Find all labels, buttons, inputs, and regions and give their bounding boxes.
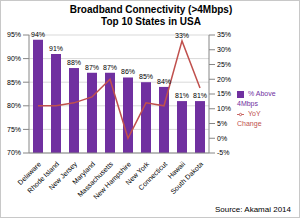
html-text:Top 10 States in USA: Top 10 States in USA: [101, 16, 201, 27]
svg-text:Massachusetts: Massachusetts: [76, 160, 115, 199]
svg-text:75%: 75%: [7, 126, 21, 133]
svg-text:85%: 85%: [139, 73, 153, 80]
svg-text:80%: 80%: [7, 102, 21, 109]
svg-text:New York: New York: [124, 160, 151, 187]
svg-text:95%: 95%: [7, 31, 21, 38]
svg-text:87%: 87%: [103, 64, 117, 71]
html-text:% Above 4Mbps: % Above 4Mbps: [237, 90, 276, 107]
svg-text:81%: 81%: [175, 92, 189, 99]
svg-text:85%: 85%: [7, 79, 21, 86]
svg-text:-5%: -5%: [217, 149, 229, 156]
svg-text:Hawaii: Hawaii: [166, 160, 187, 181]
svg-text:5%: 5%: [217, 120, 227, 127]
svg-text:25%: 25%: [217, 61, 231, 68]
svg-text:94%: 94%: [31, 31, 45, 38]
html-text:YoY Change: YoY Change: [237, 110, 262, 127]
html-text:Source: Akamai 2014: Source: Akamai 2014: [215, 205, 291, 214]
svg-text:Delaware: Delaware: [16, 160, 43, 187]
svg-text:88%: 88%: [67, 59, 81, 66]
svg-text:10%: 10%: [217, 105, 231, 112]
svg-text:South Dakota: South Dakota: [169, 160, 204, 195]
svg-text:81%: 81%: [193, 92, 207, 99]
svg-text:90%: 90%: [7, 55, 21, 62]
svg-text:35%: 35%: [217, 31, 231, 38]
svg-text:87%: 87%: [85, 64, 99, 71]
svg-text:New Hampshire: New Hampshire: [92, 160, 133, 201]
svg-text:84%: 84%: [157, 78, 171, 85]
svg-text:New Jersey: New Jersey: [47, 160, 79, 192]
svg-text:86%: 86%: [121, 68, 135, 75]
svg-text:91%: 91%: [49, 45, 63, 52]
svg-text:Connecticut: Connecticut: [137, 160, 168, 191]
svg-text:70%: 70%: [7, 149, 21, 156]
svg-text:20%: 20%: [217, 76, 231, 83]
html-text:Broadband Connectivity (>4Mbps: Broadband Connectivity (>4Mbps): [69, 4, 233, 15]
svg-text:33%: 33%: [175, 32, 189, 39]
svg-text:30%: 30%: [217, 46, 231, 53]
svg-text:15%: 15%: [217, 90, 231, 97]
svg-text:0%: 0%: [217, 135, 227, 142]
svg-text:Rhode Island: Rhode Island: [26, 160, 61, 195]
svg-text:Maryland: Maryland: [70, 160, 97, 186]
